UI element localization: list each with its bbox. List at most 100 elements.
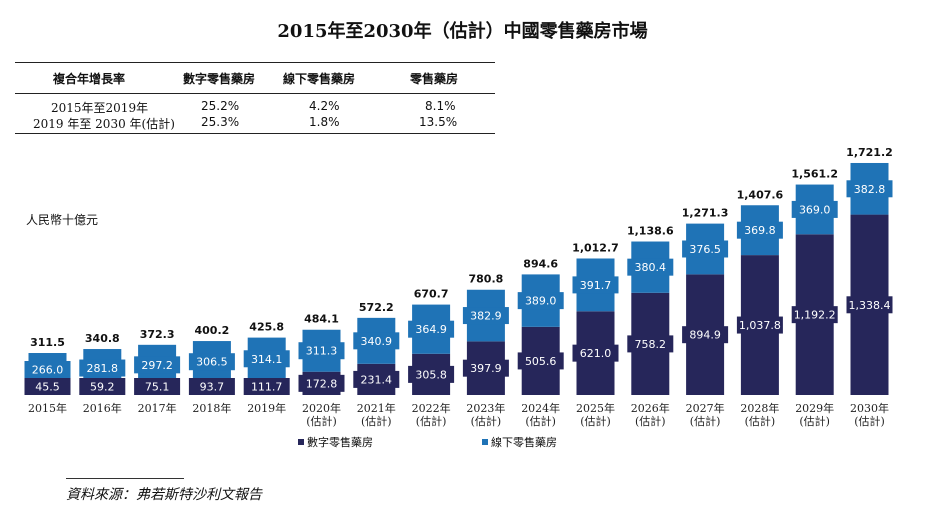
label-tab-offline-7 <box>408 320 455 338</box>
data-label-digital-14: 1,192.2 <box>794 309 836 322</box>
x-tick-label-6-1: (估計) <box>361 414 392 428</box>
data-label-digital-9: 505.6 <box>525 355 557 368</box>
cagr-row2-digital: 25.3% <box>201 115 240 129</box>
x-tick-label-13-1: (估計) <box>745 414 776 428</box>
data-label-digital-7: 305.8 <box>415 368 447 381</box>
chart-title: 2015年至2030年（估計）中國零售藥房市場 <box>277 21 648 42</box>
label-tab-digital-13 <box>736 316 783 334</box>
x-tick-label-11-1: (估計) <box>635 414 666 428</box>
label-tab-offline-11 <box>627 258 674 276</box>
total-label-15: 1,721.2 <box>846 146 893 159</box>
label-tab-offline-14 <box>791 200 838 218</box>
data-label-digital-4: 111.7 <box>251 381 283 394</box>
label-tab-digital-2 <box>134 378 181 395</box>
legend-swatch-digital <box>298 439 304 445</box>
x-tick-label-7-1: (估計) <box>416 414 447 428</box>
data-label-offline-10: 391.7 <box>580 279 612 292</box>
x-tick-label-5-0: 2020年 <box>302 401 341 415</box>
x-tick-label-4-0: 2019年 <box>247 401 286 415</box>
data-label-offline-7: 364.9 <box>415 323 447 336</box>
source-rule <box>66 478 184 479</box>
label-tab-digital-14 <box>791 306 838 324</box>
data-label-digital-8: 397.9 <box>470 362 502 375</box>
label-tab-digital-11 <box>627 335 674 353</box>
x-tick-label-15-0: 2030年 <box>850 401 889 415</box>
data-label-offline-15: 382.8 <box>854 183 886 196</box>
total-label-7: 670.7 <box>414 288 449 301</box>
x-tick-label-7-0: 2022年 <box>412 401 451 415</box>
cagr-row2-offline: 1.8% <box>309 115 340 129</box>
x-tick-label-15-1: (估計) <box>854 414 885 428</box>
label-tab-offline-4 <box>243 350 290 368</box>
table-rule-bottom <box>15 133 495 134</box>
label-tab-offline-0 <box>24 361 71 378</box>
cagr-row2-period: 2019 年至 2030 年(估計) <box>33 117 175 131</box>
cagr-header-total: 零售藥房 <box>410 72 459 86</box>
legend-item-offline: 線下零售藥房 <box>482 434 557 450</box>
data-label-digital-3: 93.7 <box>200 381 225 394</box>
label-tab-offline-13 <box>736 221 783 239</box>
data-label-offline-3: 306.5 <box>196 356 228 369</box>
x-tick-label-8-0: 2023年 <box>466 401 505 415</box>
source-note: 資料來源：弗若斯特沙利文報告 <box>66 487 262 503</box>
data-label-offline-1: 281.8 <box>87 362 119 375</box>
data-label-offline-2: 297.2 <box>141 359 173 372</box>
y-axis-unit-label: 人民幣十億元 <box>26 213 99 227</box>
data-label-offline-5: 311.3 <box>306 345 338 358</box>
label-tab-offline-2 <box>134 356 181 374</box>
x-tick-label-2-0: 2017年 <box>138 401 177 415</box>
total-label-13: 1,407.6 <box>737 188 784 201</box>
data-label-digital-15: 1,338.4 <box>849 299 891 312</box>
cagr-header-label: 複合年增長率 <box>53 72 126 86</box>
cagr-row1-period: 2015年至2019年 <box>51 101 149 115</box>
label-tab-digital-12 <box>682 326 729 344</box>
data-label-digital-2: 75.1 <box>145 381 170 394</box>
cagr-header-digital: 數字零售藥房 <box>183 72 256 86</box>
x-tick-label-3-0: 2018年 <box>192 401 231 415</box>
legend-label-digital: 數字零售藥房 <box>307 436 373 449</box>
label-tab-digital-8 <box>462 359 509 377</box>
label-tab-digital-4 <box>243 378 290 395</box>
label-tab-offline-10 <box>572 276 619 294</box>
label-tab-offline-3 <box>188 353 235 371</box>
label-tab-offline-6 <box>353 332 400 350</box>
label-tab-digital-1 <box>79 378 126 395</box>
label-tab-offline-12 <box>682 240 729 258</box>
label-tab-offline-15 <box>846 180 893 198</box>
total-label-6: 572.2 <box>359 301 394 314</box>
total-label-5: 484.1 <box>304 313 339 326</box>
data-label-digital-6: 231.4 <box>361 373 393 386</box>
legend-swatch-offline <box>482 439 488 445</box>
data-label-offline-9: 389.0 <box>525 295 557 308</box>
total-label-9: 894.6 <box>523 257 558 270</box>
label-tab-offline-1 <box>79 359 126 377</box>
data-label-offline-14: 369.0 <box>799 203 831 216</box>
total-label-4: 425.8 <box>249 321 284 334</box>
total-label-12: 1,271.3 <box>682 207 729 220</box>
x-tick-label-13-0: 2028年 <box>740 401 779 415</box>
total-label-8: 780.8 <box>469 273 504 286</box>
cagr-row1-total: 8.1% <box>425 99 456 113</box>
data-label-offline-4: 314.1 <box>251 353 283 366</box>
table-rule-top <box>15 62 495 63</box>
data-label-digital-5: 172.8 <box>306 377 338 390</box>
data-label-digital-11: 758.2 <box>635 338 667 351</box>
total-label-14: 1,561.2 <box>791 168 838 181</box>
x-tick-label-11-0: 2026年 <box>631 401 670 415</box>
total-label-2: 372.3 <box>140 328 175 341</box>
label-tab-digital-3 <box>188 378 235 395</box>
data-label-digital-10: 621.0 <box>580 347 612 360</box>
label-tab-digital-9 <box>517 352 564 370</box>
x-tick-label-9-0: 2024年 <box>521 401 560 415</box>
data-label-offline-8: 382.9 <box>470 310 502 323</box>
x-tick-label-14-0: 2029年 <box>795 401 834 415</box>
table-rule-middle <box>15 93 495 94</box>
legend-item-digital: 數字零售藥房 <box>298 434 373 450</box>
label-tab-digital-15 <box>846 296 893 314</box>
cagr-row1-digital: 25.2% <box>201 99 240 113</box>
x-tick-label-8-1: (估計) <box>471 414 502 428</box>
label-tab-offline-8 <box>462 307 509 325</box>
label-tab-digital-6 <box>353 370 400 388</box>
cagr-row2-total: 13.5% <box>419 115 458 129</box>
data-label-offline-11: 380.4 <box>635 261 667 274</box>
